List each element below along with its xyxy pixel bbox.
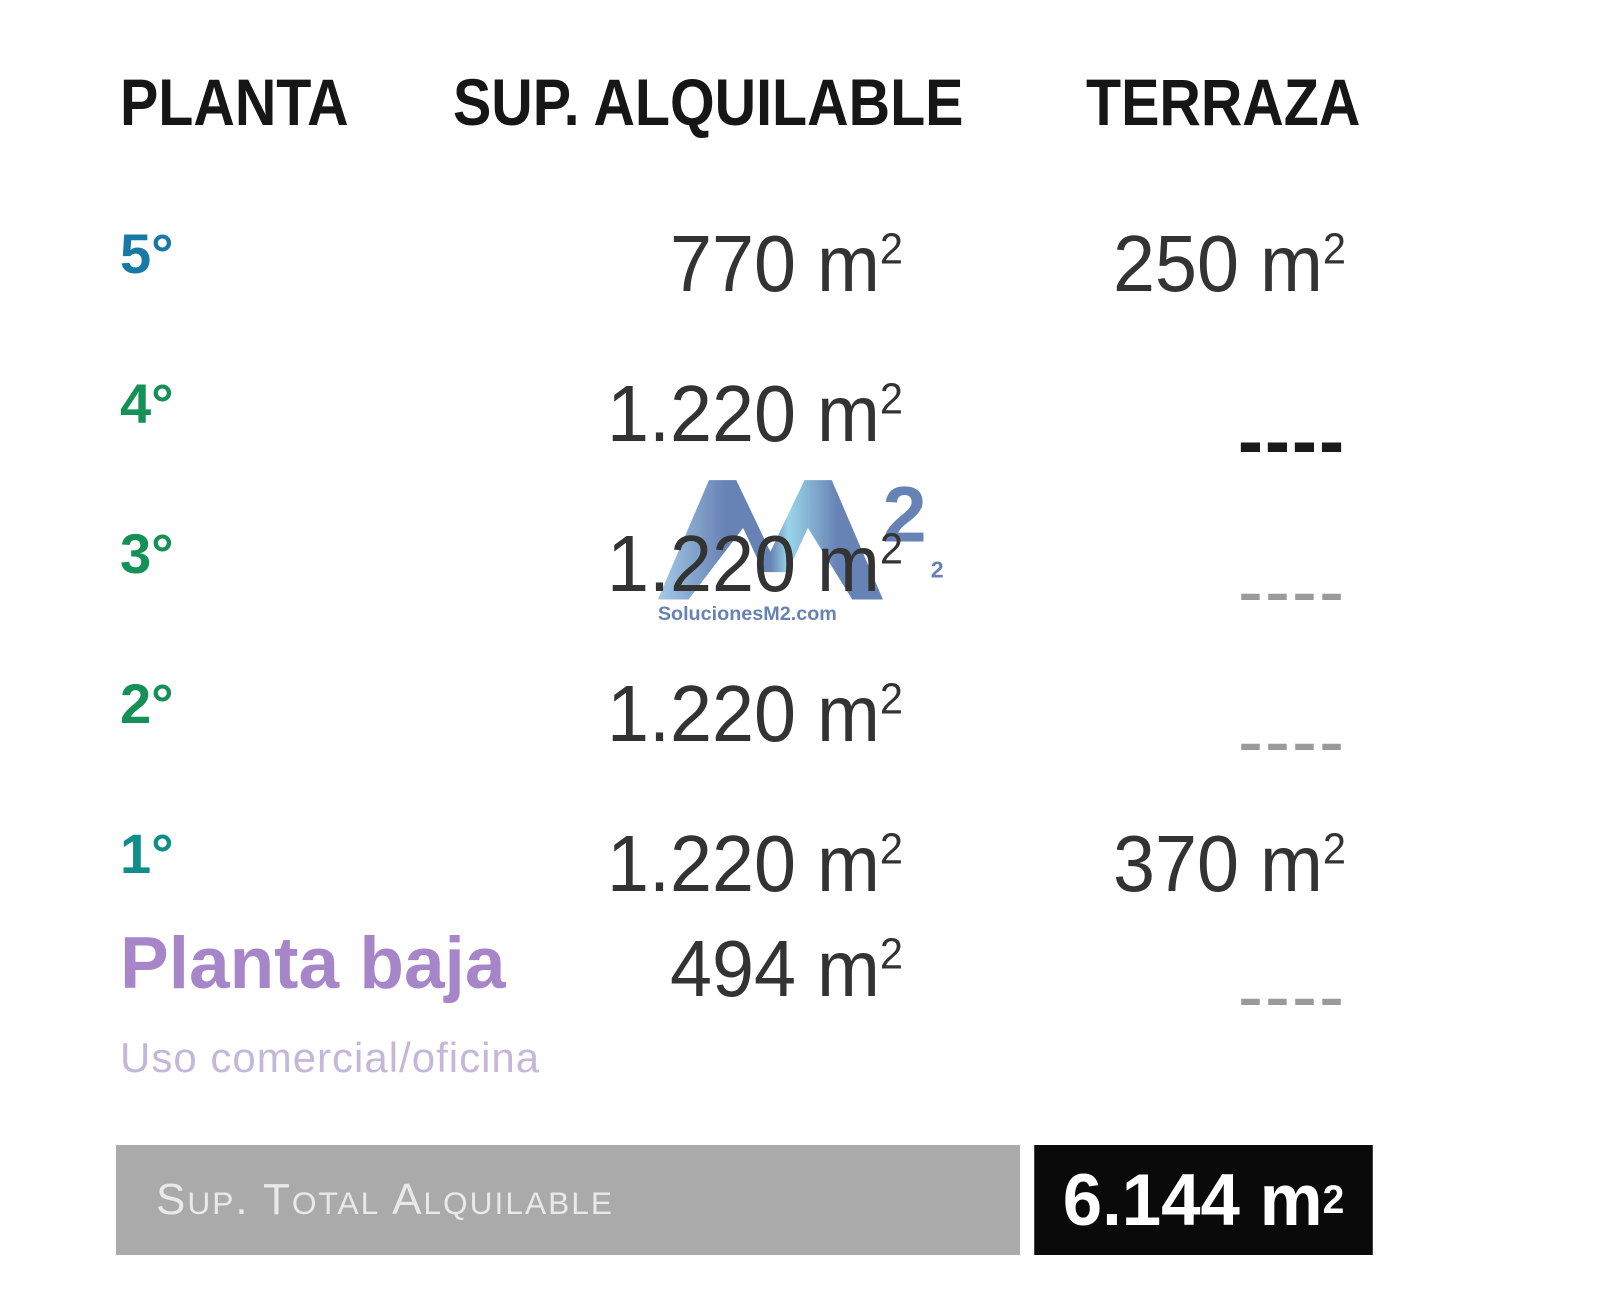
svg-text:2: 2 xyxy=(931,556,944,582)
